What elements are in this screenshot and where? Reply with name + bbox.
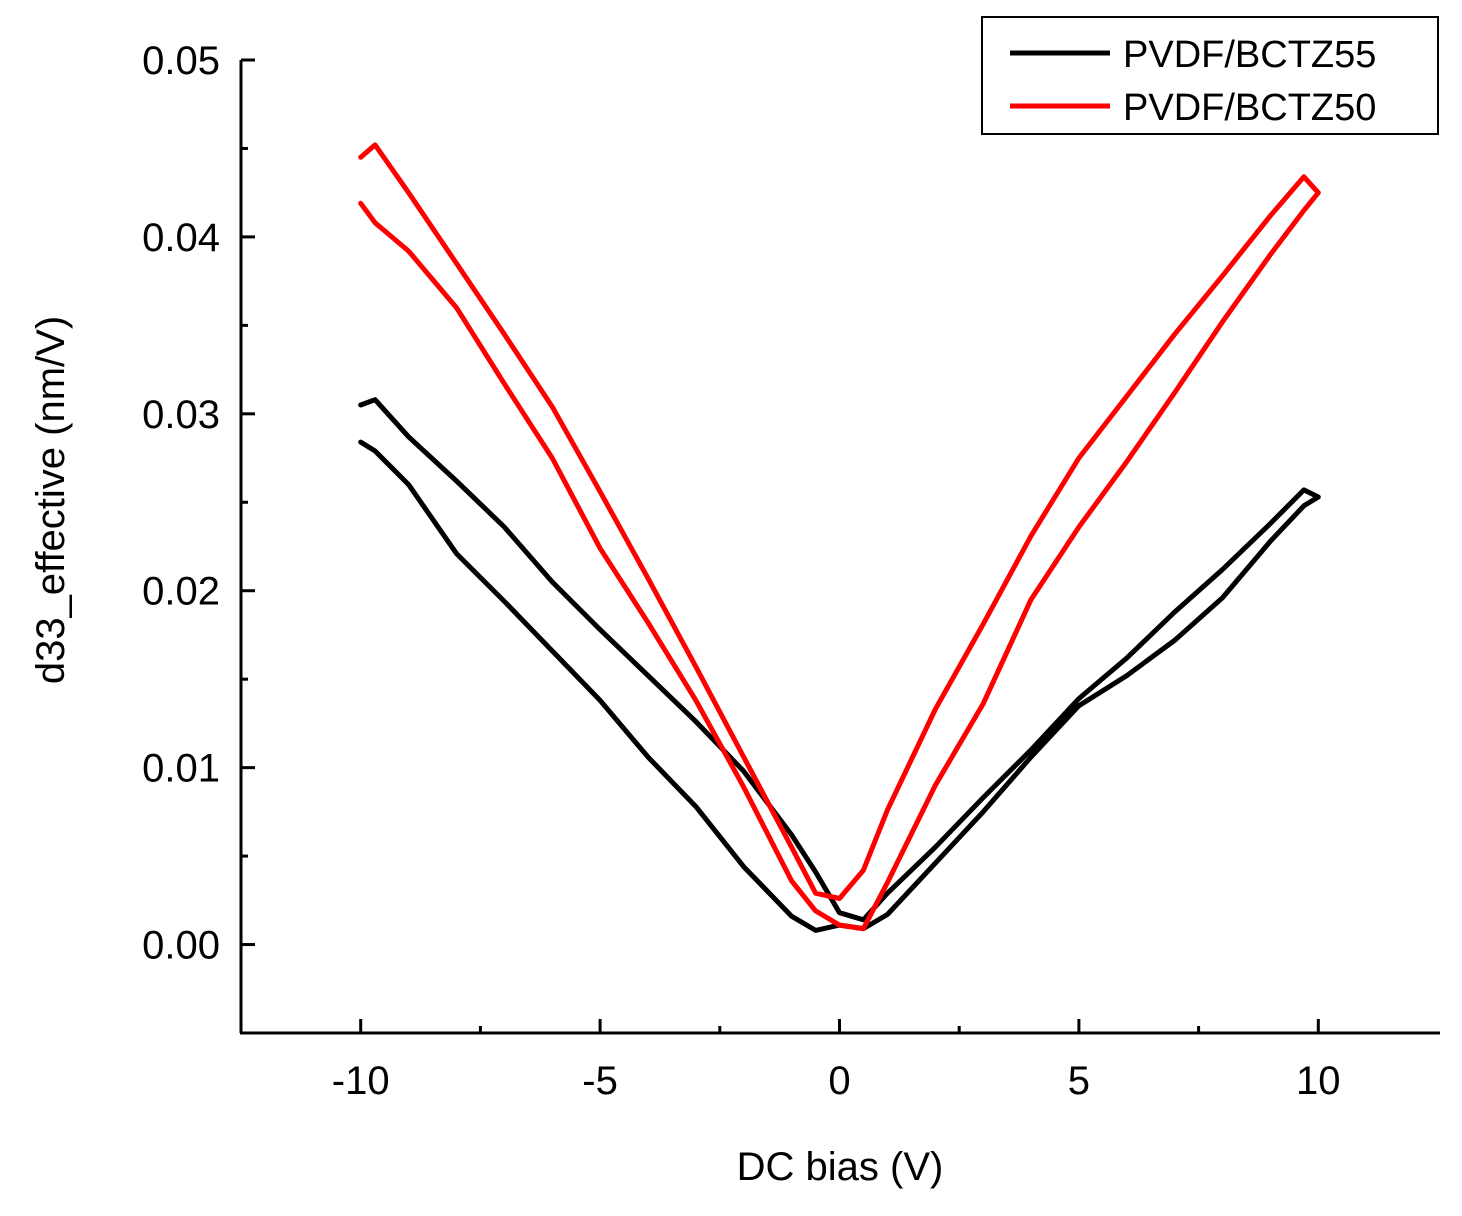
legend-label-pvdf-bctz50: PVDF/BCTZ50 (1123, 87, 1376, 129)
y-tick-label-0-00: 0.00 (142, 924, 220, 968)
y-tick-label-0-01: 0.01 (142, 747, 220, 791)
series-layer (358, 142, 1321, 933)
series-line-pvdf-bctz55 (358, 397, 1321, 933)
x-tick-label-0: 0 (828, 1059, 850, 1103)
x-tick-label-5: 5 (1068, 1059, 1090, 1103)
x-tick-label-10: -10 (332, 1059, 390, 1103)
x-axis-title: DC bias (V) (737, 1145, 944, 1189)
y-tick-label-0-05: 0.05 (142, 39, 220, 83)
legend: PVDF/BCTZ55 PVDF/BCTZ50 (981, 16, 1439, 135)
y-tick-label-0-04: 0.04 (142, 216, 220, 260)
legend-label-pvdf-bctz55: PVDF/BCTZ55 (1123, 34, 1376, 76)
legend-box (981, 16, 1439, 135)
series-line-pvdf-bctz50 (358, 142, 1321, 932)
ticks-layer (241, 58, 1320, 1033)
x-tick-label-5: -5 (582, 1059, 618, 1103)
labels-layer: -10 -5 0 5 10 0.00 0.01 0.02 0.03 0.04 0.05 (142, 39, 1340, 1103)
y-tick-label-0-03: 0.03 (142, 393, 220, 437)
y-tick-label-0-02: 0.02 (142, 570, 220, 614)
x-tick-label-10: 10 (1296, 1059, 1341, 1103)
y-axis-title: d33_effective (nm/V) (29, 316, 73, 684)
